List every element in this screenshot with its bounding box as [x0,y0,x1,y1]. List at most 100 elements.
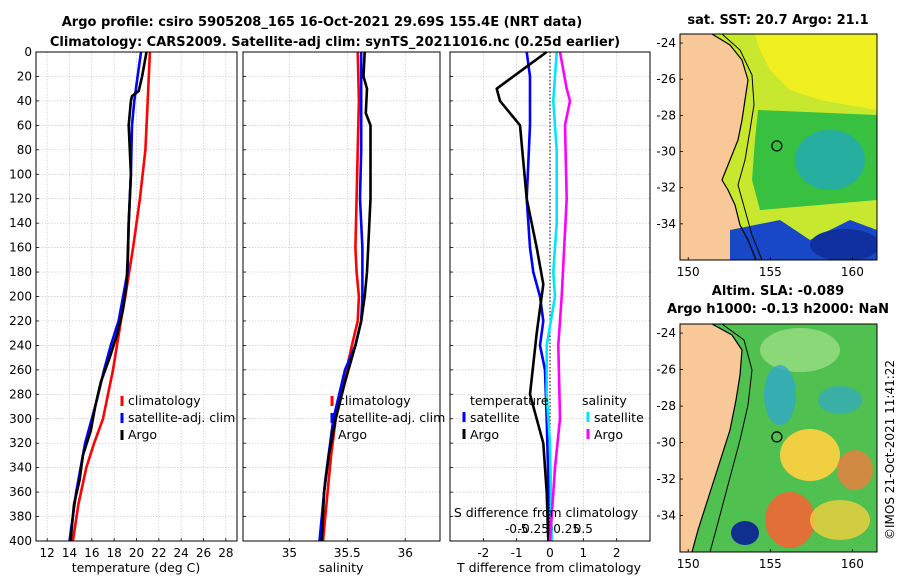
s-difference-label: S difference from climatology [454,505,639,520]
x-tick-label: 36 [398,546,413,560]
y-tick-label: 160 [9,241,32,255]
y-tick-label: 380 [9,510,32,524]
y-tick-label: 340 [9,461,32,475]
series-line-salinity-satellite [545,51,559,542]
x-tick-label: 1 [580,546,588,560]
temperature-plot-frame [35,51,238,542]
sst-warm-band [755,34,877,110]
y-tick-label: 300 [9,412,32,426]
legend-argo: Argo [128,427,157,442]
sst-isobath [721,34,763,260]
sst-map-frame [679,33,878,261]
sla-anomaly [837,450,873,490]
sla-map-frame [679,323,878,553]
map-y-tick-label: -34 [656,217,676,231]
sst-eddy [795,130,865,190]
y-tick-label: 20 [17,69,32,83]
difference-xlabel: T difference from climatology [456,560,642,575]
legend-salinity-title: salinity [582,393,627,408]
sst-cold-core [810,229,877,260]
series-line-temperature-satellite [525,51,550,541]
y-tick-label: 0 [24,45,32,59]
series-line-climatology [321,51,361,542]
sst-coastline [711,34,757,260]
legend-t-satellite: satellite [470,410,520,425]
sst-map-title: sat. SST: 20.7 Argo: 21.1 [687,13,868,28]
map-x-tick-label: 150 [677,265,700,279]
x-tick-label: 14 [62,546,77,560]
map-y-tick-label: -30 [656,436,676,450]
sla-anomaly [765,492,815,548]
salinity-profile-panel: 35 35.5 36 [242,51,441,560]
s-tick-label: 0.5 [574,522,593,536]
x-tick-label: 35 [282,546,297,560]
map-x-tick-label: 160 [841,557,864,571]
x-tick-label: 22 [151,546,166,560]
salinity-plot-frame [242,51,441,542]
x-tick-label: 2 [613,546,621,560]
sla-anomaly [818,386,862,414]
y-tick-label: 80 [17,143,32,157]
x-tick-label: 35.5 [334,546,361,560]
y-tick-label: 100 [9,167,32,181]
map-y-tick-label: -30 [656,145,676,159]
s-tick-label: 0.25 [553,522,580,536]
sst-map-axes: 150 155 160 -24 -26 -28 -30 -32 -34 [656,36,863,279]
map-x-tick-label: 155 [759,265,782,279]
map-x-tick-label: 150 [677,557,700,571]
x-tick-label: 24 [174,546,189,560]
series-line-argo [69,51,148,542]
sla-map-axes: 150 155 160 -24 -26 -28 -30 -32 -34 [656,326,863,571]
sla-isobath [709,324,753,552]
x-tick-label: -2 [477,546,489,560]
y-tick-label: 240 [9,338,32,352]
x-tick-label: 12 [40,546,55,560]
sla-ocean [692,324,877,552]
map-y-tick-label: -32 [656,181,676,195]
y-tick-label: 40 [17,94,32,108]
y-tick-label: 140 [9,216,32,230]
legend-temperature-title: temperature [470,393,549,408]
map-y-tick-label: -24 [656,36,676,50]
y-tick-label: 120 [9,192,32,206]
sla-anomaly [810,500,870,540]
legend-climatology: climatology [128,393,201,408]
y-tick-label: 260 [9,363,32,377]
map-y-tick-label: -28 [656,399,676,413]
legend-satellite-adj: satellite-adj. clim [128,410,235,425]
legend-s-argo: Argo [594,427,623,442]
temperature-legend: climatology satellite-adj. clim Argo [120,393,235,442]
temperature-profile-panel: 0 20 40 60 80 100 120 140 160 180 200 220 240 260 280 3… [9,45,238,560]
sst-map [679,33,878,261]
legend-argo: Argo [338,427,367,442]
sla-map-title: Altim. SLA: -0.089 [712,284,844,299]
series-line-satellite-adj-clim [68,51,143,542]
y-tick-label: 180 [9,265,32,279]
s-tick-label: -0.25 [518,522,549,536]
map-y-tick-label: -32 [656,472,676,486]
sla-map [679,323,878,553]
x-tick-label: 26 [196,546,211,560]
figure-title-line1: Argo profile: csiro 5905208_165 16-Oct-2… [62,15,583,30]
y-tick-label: 320 [9,436,32,450]
figure-title-line2: Climatology: CARS2009. Satellite-adj cli… [50,35,620,50]
difference-plot-frame [449,51,651,542]
map-y-tick-label: -26 [656,72,676,86]
argo-float-marker [771,140,783,152]
legend-s-satellite: satellite [594,410,644,425]
y-tick-label: 60 [17,118,32,132]
y-tick-label: 200 [9,290,32,304]
salinity-xlabel: salinity [319,560,364,575]
map-y-tick-label: -24 [656,326,676,340]
sla-anomaly [764,365,796,425]
map-x-tick-label: 155 [759,557,782,571]
x-tick-label: 28 [218,546,233,560]
y-tick-label: 400 [9,534,32,548]
map-y-tick-label: -34 [656,509,676,523]
imos-credit: ©IMOS 21-Oct-2021 11:41:22 [883,360,897,540]
series-line-salinity-argo [548,51,572,542]
map-y-tick-label: -28 [656,108,676,122]
difference-legend: temperature satellite Argo salinity sate… [462,393,644,442]
